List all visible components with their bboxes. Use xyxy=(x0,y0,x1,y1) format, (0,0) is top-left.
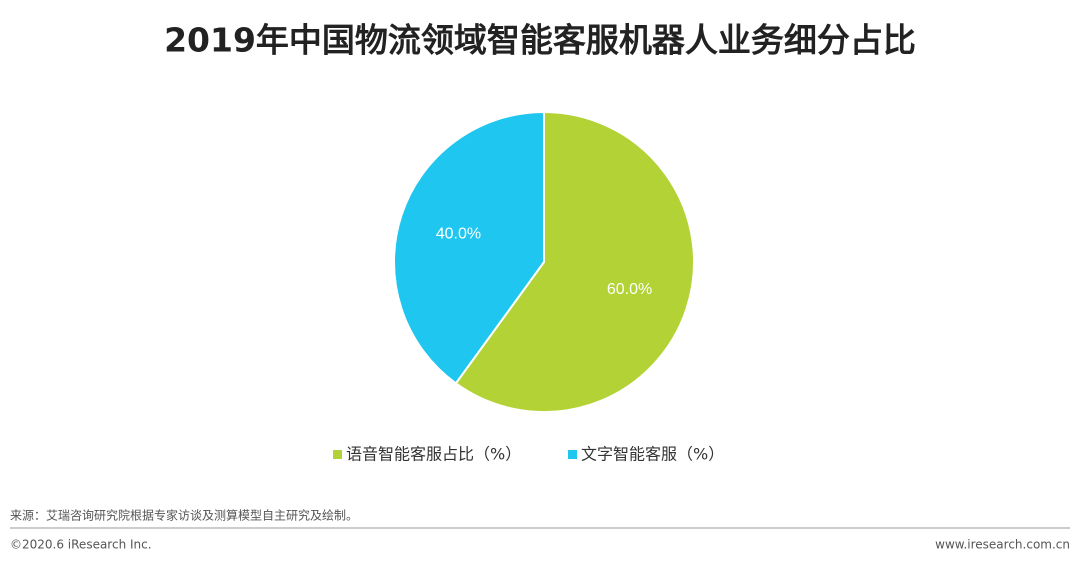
legend-label: 文字智能客服（%） xyxy=(581,445,724,464)
legend-label: 语音智能客服占比（%） xyxy=(346,445,521,464)
copyright: ©2020.6 iResearch Inc. xyxy=(10,538,152,552)
value-label: 60.0% xyxy=(607,281,652,298)
chart-title: 2019年中国物流领域智能客服机器人业务细分占比 xyxy=(164,21,916,60)
legend-swatch xyxy=(568,450,577,459)
legend-swatch xyxy=(333,450,342,459)
source-note: 来源：艾瑞咨询研究院根据专家访谈及测算模型自主研究及绘制。 xyxy=(10,508,358,523)
pie-slice xyxy=(393,110,545,385)
pie-slice xyxy=(454,110,695,413)
website: www.iresearch.com.cn xyxy=(935,538,1070,552)
value-label: 40.0% xyxy=(436,225,481,242)
